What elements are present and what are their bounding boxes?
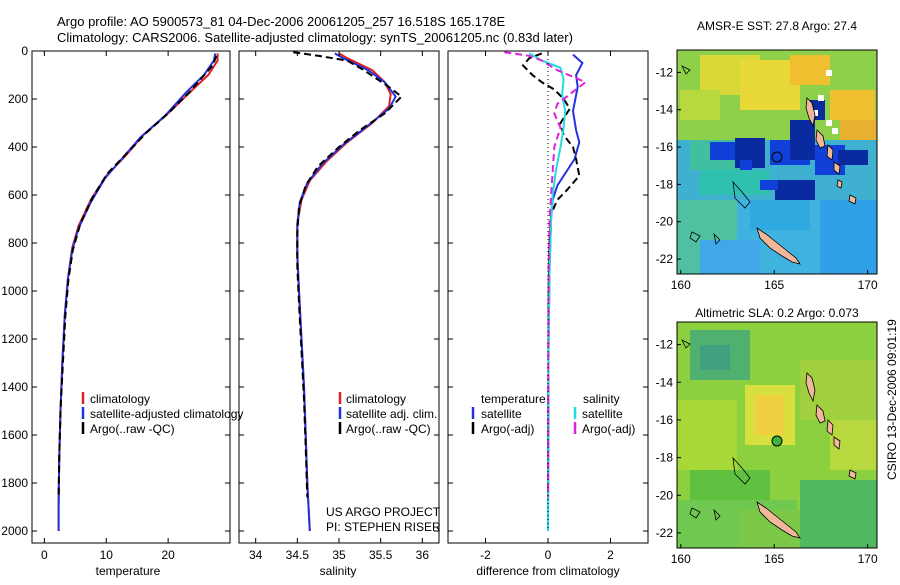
difference-legend: temperature salinity satellite Argo(-adj…	[471, 392, 635, 436]
map-y-tick-label: -14	[656, 103, 674, 117]
x-tick-label: 2	[607, 548, 614, 562]
series-line-satellite-adjusted-climatology	[57, 53, 217, 531]
temperature-legend: climatology satellite-adjusted climatolo…	[81, 392, 243, 436]
amsre-profile-marker	[771, 151, 783, 163]
salinity-panel	[238, 50, 440, 544]
series-line-salinity-argo-adj-	[504, 51, 588, 498]
salinity-legend: climatology satellite adj. clim. Argo(..…	[338, 392, 437, 436]
sla-map-title: Altimetric SLA: 0.2 Argo: 0.073	[695, 306, 859, 320]
map-y-tick-label: -12	[656, 65, 674, 79]
y-tick-label: 1600	[1, 428, 28, 442]
legend-title-salinity: salinity	[583, 392, 620, 406]
legend-title-temperature: temperature	[481, 392, 546, 406]
legend-label-argo: Argo(..raw -QC)	[346, 422, 431, 436]
project-note-line-1: US ARGO PROJECT	[326, 505, 441, 519]
header-line-2: Climatology: CARS2006. Satellite-adjuste…	[57, 30, 573, 45]
y-tick-label: 400	[8, 140, 28, 154]
map-y-tick-label: -14	[656, 375, 674, 389]
y-tick-label: 200	[8, 92, 28, 106]
map-y-tick-label: -18	[656, 451, 674, 465]
header-line-1: Argo profile: AO 5900573_81 04-Dec-2006 …	[57, 14, 505, 29]
x-tick-label: -2	[480, 548, 491, 562]
series-line-argo-raw-qc-	[293, 51, 404, 498]
x-tick-label: 0	[545, 548, 552, 562]
salinity-series	[293, 51, 404, 532]
map-x-tick-label: 165	[764, 552, 784, 566]
y-tick-label: 1200	[1, 332, 28, 346]
map-x-tick-label: 160	[671, 278, 691, 292]
project-note-line-2: PI: STEPHEN RISER	[326, 520, 441, 534]
y-tick-label: 600	[8, 188, 28, 202]
series-line-argo-raw-qc-	[57, 55, 218, 498]
map-y-tick-label: -16	[656, 140, 674, 154]
series-line-climatology	[57, 53, 219, 531]
legend-label-temp-argo: Argo(-adj)	[481, 422, 534, 436]
series-line-climatology	[296, 52, 392, 532]
y-tick-label: 1800	[1, 476, 28, 490]
map-y-tick-label: -16	[656, 413, 674, 427]
x-tick-label: 10	[100, 548, 114, 562]
map-y-tick-label: -12	[656, 338, 674, 352]
y-tick-label: 2000	[1, 524, 28, 538]
series-line-temperature-satellite	[547, 53, 584, 532]
legend-label-climatology: climatology	[90, 392, 150, 406]
map-y-tick-label: -22	[656, 526, 674, 540]
map-y-tick-label: -22	[656, 252, 674, 266]
amsre-map-title: AMSR-E SST: 27.8 Argo: 27.4	[697, 19, 857, 33]
sla-map	[676, 321, 878, 549]
x-tick-label: 34.5	[286, 548, 310, 562]
map-y-tick-label: -20	[656, 215, 674, 229]
y-tick-label: 1000	[1, 284, 28, 298]
difference-xlabel: difference from climatology	[476, 564, 619, 578]
map-y-tick-label: -18	[656, 177, 674, 191]
temperature-series	[57, 53, 219, 531]
x-tick-label: 36	[416, 548, 430, 562]
salinity-xlabel: salinity	[320, 564, 357, 578]
series-line-satellite-adj-clim-	[296, 52, 397, 532]
map-x-tick-label: 170	[858, 278, 878, 292]
map-axis-ticks: 160 165 170 -12 -14 -16 -18 -20 -22 160 165 170 -12 -…	[656, 65, 878, 566]
x-tick-label: 35.5	[369, 548, 393, 562]
sla-profile-marker	[771, 435, 783, 447]
y-tick-label: 1400	[1, 380, 28, 394]
legend-label-argo: Argo(..raw -QC)	[90, 422, 175, 436]
legend-label-sal-satellite: satellite	[582, 407, 623, 421]
map-x-tick-label: 160	[671, 552, 691, 566]
legend-label-sal-argo: Argo(-adj)	[582, 422, 635, 436]
legend-label-satellite: satellite adj. clim.	[346, 407, 437, 421]
side-stamp: CSIRO 13-Dec-2006 09:01:19	[885, 319, 899, 480]
map-x-tick-label: 165	[764, 278, 784, 292]
map-y-tick-label: -20	[656, 488, 674, 502]
x-tick-label: 35	[332, 548, 346, 562]
x-tick-label: 0	[41, 548, 48, 562]
x-tick-label: 20	[161, 548, 175, 562]
map-x-tick-label: 170	[858, 552, 878, 566]
temperature-panel	[31, 50, 231, 544]
difference-series	[504, 51, 588, 532]
axis-ticks: 0 10 2002004006008001000120014001600180020…	[1, 44, 648, 562]
legend-label-climatology: climatology	[346, 392, 406, 406]
amsre-map	[676, 49, 878, 275]
temperature-xlabel: temperature	[96, 564, 161, 578]
legend-label-temp-satellite: satellite	[481, 407, 522, 421]
y-tick-label: 0	[21, 44, 28, 58]
x-tick-label: 34	[249, 548, 263, 562]
y-tick-label: 800	[8, 236, 28, 250]
legend-label-satellite: satellite-adjusted climatology	[90, 407, 243, 421]
